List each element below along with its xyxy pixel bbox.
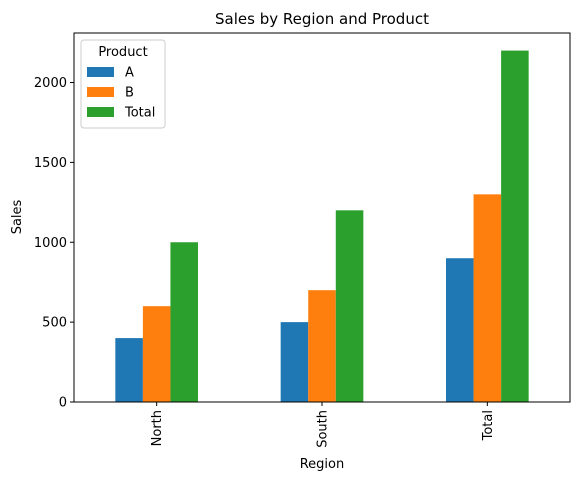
y-tick-label: 2000 xyxy=(34,76,67,91)
x-tick-label: Total xyxy=(481,410,496,441)
bar-south-b xyxy=(308,290,336,402)
x-axis: North South Total xyxy=(150,402,496,448)
bar-south-total xyxy=(335,210,364,402)
x-axis-label: Region xyxy=(300,457,345,472)
y-axis-label: Sales xyxy=(10,199,25,234)
legend-swatch-total xyxy=(87,107,114,117)
legend-label-total: Total xyxy=(124,106,155,121)
legend: Product AB Total xyxy=(80,39,166,129)
legend-label-a: A xyxy=(125,66,134,81)
plot-area xyxy=(115,50,529,402)
y-tick-label: 1000 xyxy=(34,236,67,251)
y-tick-label: 1500 xyxy=(34,156,67,171)
y-axis: 0 500 1000 1500 2000 xyxy=(34,76,74,411)
legend-title: Product xyxy=(98,45,147,60)
bar-total-a xyxy=(446,258,474,402)
bar-north-total xyxy=(170,242,198,402)
bar-total-total xyxy=(501,50,529,402)
x-tick-label: North xyxy=(150,410,165,446)
bar-total-b xyxy=(473,194,502,402)
chart-title: Sales by Region and Product xyxy=(215,10,429,28)
legend-swatch-b xyxy=(87,87,114,97)
y-tick-label: 500 xyxy=(42,316,67,331)
bar-north-b xyxy=(142,306,171,402)
bar-south-a xyxy=(280,322,309,402)
legend-frame xyxy=(80,39,166,129)
bar-north-a xyxy=(115,338,143,402)
y-tick-label: 0 xyxy=(59,396,67,411)
legend-label-b: B xyxy=(125,86,134,101)
legend-swatch-a xyxy=(87,67,114,77)
x-tick-label: South xyxy=(316,410,331,448)
